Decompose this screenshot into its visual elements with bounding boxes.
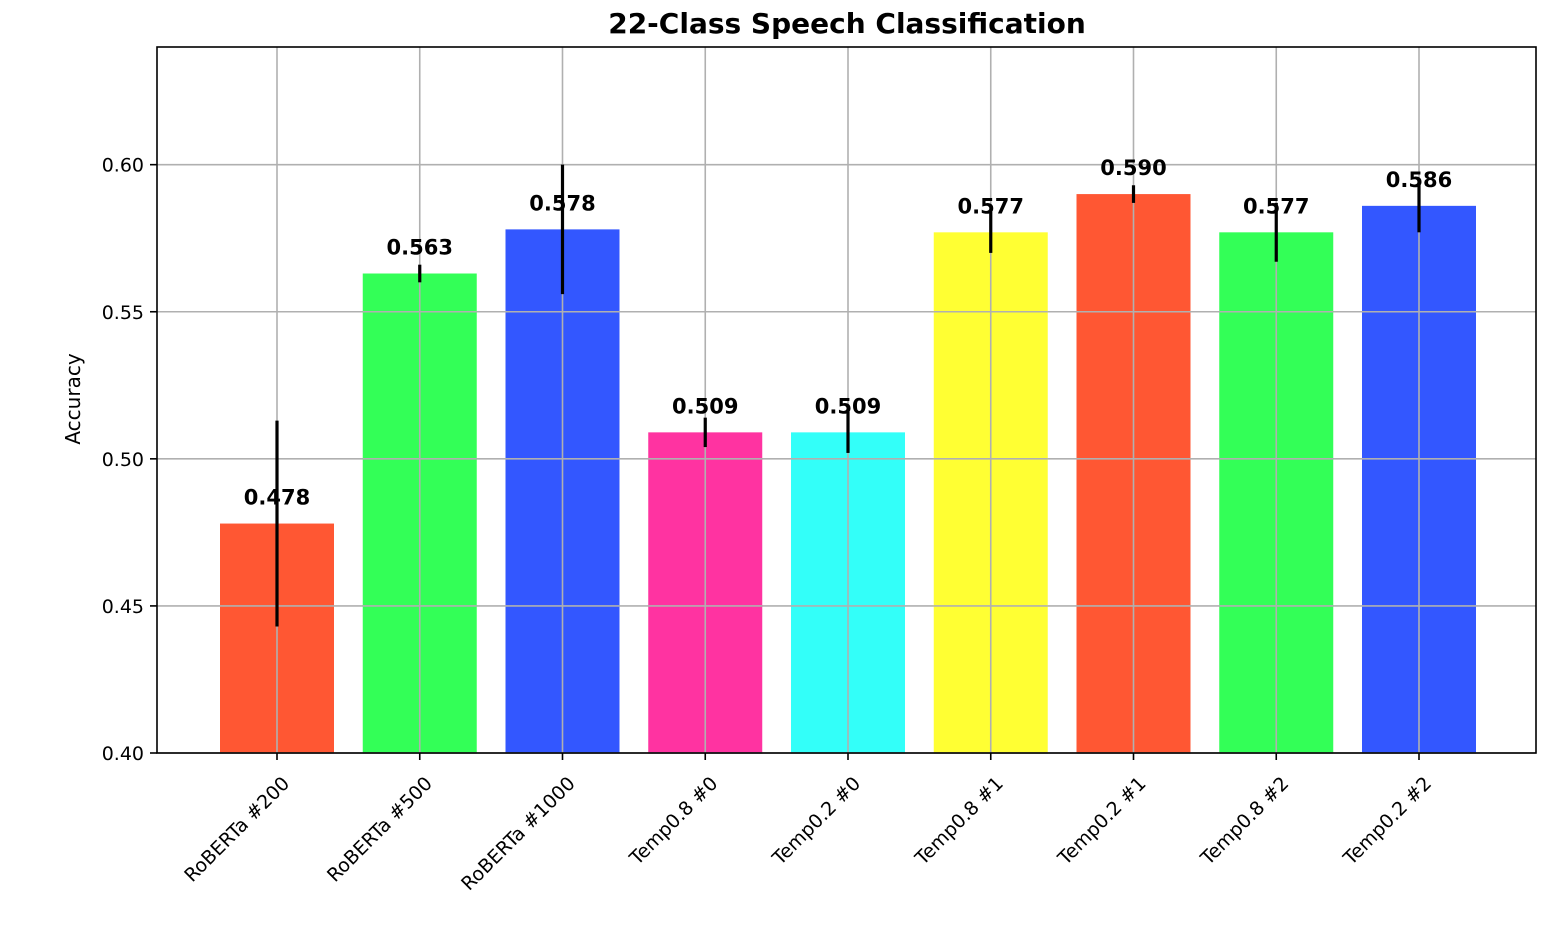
data-label: 0.509 [672,394,738,418]
y-tick-label: 0.50 [102,449,144,471]
x-tick-label: Temp0.2 #0 [768,773,866,871]
x-ticks: RoBERTa #200 RoBERTa #500 RoBERTa #1000 Tem… [180,753,1436,895]
data-label: 0.590 [1100,156,1166,180]
x-tick-label: Temp0.2 #1 [1053,773,1151,871]
x-tick-label: Temp0.8 #2 [1196,773,1294,871]
bars [220,194,1476,754]
data-label: 0.577 [958,194,1024,218]
x-tick-label: Temp0.2 #2 [1339,773,1437,871]
data-label: 0.509 [815,394,881,418]
chart-title: 22-Class Speech Classification [608,7,1086,40]
data-label: 0.586 [1386,168,1452,192]
plot-frame [156,46,1537,754]
x-tick-label: RoBERTa #200 [180,773,294,887]
data-labels: 0.478 0.563 0.578 0.509 0.509 0.577 0.590 0.577… [244,156,1452,509]
y-tick-label: 0.45 [102,596,144,618]
data-label: 0.577 [1243,194,1309,218]
error-bars [275,164,1421,627]
data-label: 0.478 [244,486,310,510]
y-tick-label: 0.60 [102,155,144,177]
x-tick-label: Temp0.8 #0 [625,773,723,871]
y-tick-label: 0.55 [102,302,144,324]
x-tick-label: RoBERTa #500 [323,773,437,887]
x-tick-label: Temp0.8 #1 [910,773,1008,871]
data-label: 0.578 [529,191,595,215]
y-tick-label: 0.40 [102,743,144,765]
y-ticks: 0.40 0.45 0.50 0.55 0.60 [102,155,157,765]
data-label: 0.563 [387,236,453,260]
y-axis-label: Accuracy [61,353,85,444]
x-tick-label: RoBERTa #1000 [457,773,580,896]
